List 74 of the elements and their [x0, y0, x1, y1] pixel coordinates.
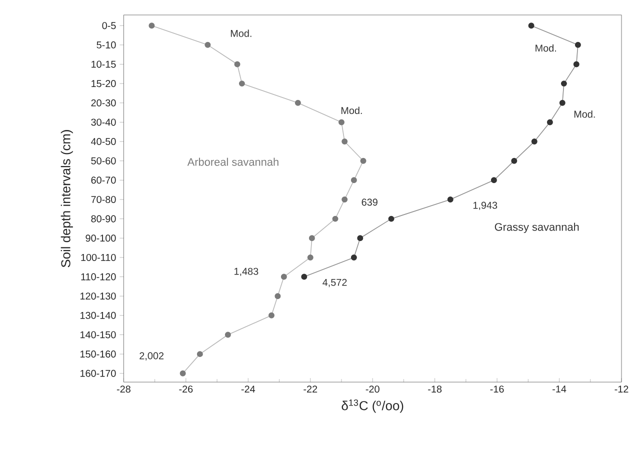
point	[294, 100, 301, 106]
point	[180, 370, 186, 376]
point	[238, 80, 245, 87]
point	[559, 100, 566, 106]
y-tick-label: 120-130	[80, 292, 116, 300]
point	[332, 216, 338, 222]
point	[196, 351, 203, 358]
point	[350, 177, 357, 184]
point	[490, 177, 497, 184]
y-tick-label: 0-5	[102, 22, 116, 30]
y-axis-title: Soil depth intervals (cm)	[60, 130, 73, 268]
point	[234, 61, 240, 68]
annotation: 1,943	[473, 202, 498, 210]
annotation: Mod.	[341, 106, 362, 114]
y-tick-label: 110-120	[81, 273, 116, 280]
text: Grassy savannah	[494, 222, 579, 234]
point	[573, 61, 580, 68]
point	[301, 274, 308, 280]
point	[268, 312, 274, 318]
x-tick-label: -18	[428, 386, 442, 393]
y-tick-label: 80-90	[91, 215, 116, 222]
point	[338, 119, 344, 126]
annotation: 1,483	[234, 268, 258, 276]
point	[342, 196, 348, 203]
annotation: Mod.	[574, 110, 595, 118]
x-tick-label: -16	[490, 386, 504, 393]
y-tick-label: 20-30	[91, 99, 116, 106]
point	[224, 332, 231, 338]
y-tick-label: 150-160	[80, 350, 116, 358]
point	[307, 254, 314, 260]
x-tick-label: -20	[366, 386, 380, 393]
point	[274, 293, 281, 300]
text: Arboreal savannah	[187, 158, 278, 166]
point	[342, 138, 348, 145]
point	[511, 158, 518, 164]
x-tick-label: -28	[116, 386, 130, 393]
point	[447, 196, 454, 203]
y-tick-label: 30-40	[91, 118, 116, 126]
y-tick-label: 130-140	[80, 312, 116, 319]
annotation: Mod.	[536, 44, 556, 52]
x-tick-label: -14	[552, 386, 566, 392]
point	[204, 42, 211, 48]
y-tick-label: 100-110	[81, 254, 116, 262]
y-tick-label: 40-50	[91, 138, 116, 146]
point	[350, 254, 357, 260]
point	[148, 22, 155, 29]
point	[308, 235, 315, 242]
point	[574, 42, 581, 48]
y-tick-label: 60-70	[91, 176, 116, 184]
annotation: Mod.	[230, 30, 252, 38]
y-tick-label: 50-60	[91, 157, 116, 164]
y-tick-label: 90-100	[86, 234, 116, 242]
point	[560, 80, 567, 87]
y-tick-label: 5-10	[96, 41, 116, 48]
x-tick-label: -24	[241, 386, 256, 393]
y-tick-label: 140-150	[80, 331, 116, 338]
annotation: 2,002	[140, 352, 164, 361]
point	[388, 216, 394, 222]
point	[531, 138, 538, 145]
y-tick-label: 160-170	[80, 370, 116, 377]
x-tick-label: -22	[304, 386, 318, 393]
annotation: 4,572	[322, 278, 347, 288]
x-axis-title: δ$^{13}$C ($^{o}$/oo)	[342, 400, 404, 413]
point	[280, 274, 287, 280]
y-tick-label: 10-15	[92, 60, 116, 68]
point	[528, 22, 534, 29]
point	[546, 119, 553, 126]
point	[360, 158, 366, 164]
annotation: 639	[362, 198, 378, 206]
x-tick-label: -12	[614, 386, 628, 393]
x-tick-label: -26	[179, 386, 193, 393]
y-tick-label: 15-20	[92, 80, 116, 88]
point	[357, 235, 364, 242]
y-tick-label: 70-80	[91, 196, 116, 204]
